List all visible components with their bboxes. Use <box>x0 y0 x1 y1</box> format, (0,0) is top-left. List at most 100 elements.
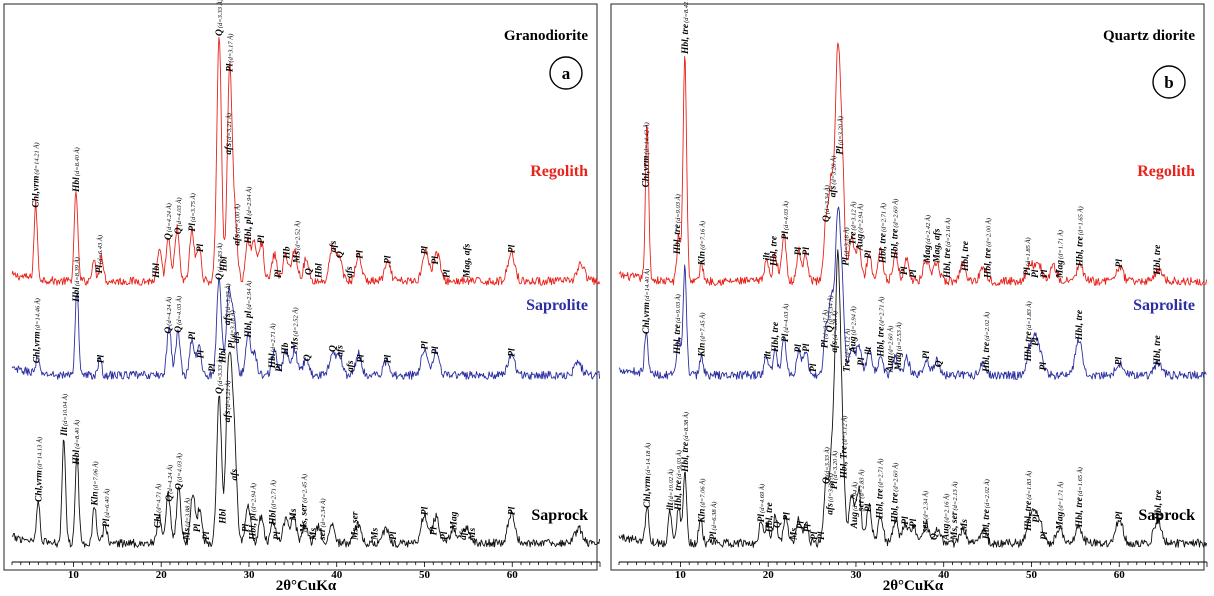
peak-label: Ms <box>289 508 299 521</box>
peak-label-mineral: Pl <box>1032 514 1042 523</box>
peak-label-mineral: Pl <box>431 256 441 265</box>
peak-label-mineral: Pl <box>804 524 814 533</box>
peak-label-mineral: afs <box>459 528 469 540</box>
peak-label-mineral: Ms, ser <box>350 511 360 541</box>
peak-label-dspacing: (d=1.83 Å) <box>1025 301 1033 330</box>
peak-label: Hb <box>283 246 293 259</box>
peak-label: Hbl, tre <box>1153 244 1163 276</box>
peak-label-mineral: Hbl, tre <box>982 341 992 373</box>
peak-label-mineral: Hbl <box>314 263 324 279</box>
peak-label-dspacing: (d=7.16 Å) <box>699 221 707 250</box>
peak-label-mineral: Pl <box>102 518 112 527</box>
peak-label: afs(d=3.21 Å) <box>224 113 234 155</box>
peak-label-mineral: Hbl, tre <box>891 228 901 260</box>
peak-label-mineral: Pl <box>507 244 517 253</box>
peak-label: Mag(d=1.71 Å) <box>1056 230 1066 279</box>
peak-label: afs <box>335 345 345 357</box>
peak-label: Pl(d=6.38 Å) <box>709 502 719 540</box>
peak-label-mineral: Hbl, tre <box>1154 489 1164 521</box>
peak-label: Pl <box>1115 511 1125 520</box>
peak-label: Pl <box>1031 269 1041 278</box>
series-name-label: Saprock <box>531 507 588 524</box>
peak-label-mineral: afs <box>345 266 355 278</box>
peak-label-mineral: Hbl <box>152 263 162 279</box>
x-tick-label: 40 <box>331 569 343 581</box>
peak-label: Hbl <box>314 263 324 279</box>
peak-label: Pl(d=3.18 Å) <box>227 310 237 348</box>
peak-label: Pl <box>442 269 452 278</box>
peak-label-mineral: Q <box>822 477 832 484</box>
peak-label-mineral: Q <box>773 521 783 528</box>
peak-label: Pl <box>783 512 793 521</box>
peak-label-mineral: Hbl, Tre <box>840 445 850 480</box>
peak-label-dspacing: (d=2.45 Å) <box>300 474 308 503</box>
peak-label-mineral: Pl <box>95 265 105 274</box>
peak-label-mineral: Pl <box>864 503 874 512</box>
peak-label-dspacing: (d=3.34 Å) <box>827 295 835 324</box>
peak-label: Pl <box>1040 269 1050 278</box>
peak-label-mineral: Hbl, tre <box>1076 236 1086 268</box>
peak-label-dspacing: (d=2.34 Å) <box>319 498 327 527</box>
peak-label: afs(d=3.28 Å) <box>826 473 836 515</box>
panel-letter: a <box>562 64 571 83</box>
peak-label: Ms <box>468 528 478 541</box>
peak-label-mineral: Pl <box>202 531 212 540</box>
peak-label-dspacing: (d=4.71 Å) <box>155 484 163 513</box>
peak-label: Q(d=3.33 Å) <box>215 0 225 36</box>
peak-label-dspacing: (d=2.02 Å) <box>983 312 991 341</box>
peak-label-dspacing: (d=10.02 Å) <box>667 469 675 501</box>
peak-label: Kln(d=7.45 Å) <box>698 313 708 358</box>
peak-label-mineral: afs <box>224 143 234 155</box>
peak-label-dspacing: (d=2.42 Å) <box>924 215 932 244</box>
series-line-regolith <box>618 42 1208 286</box>
peak-label-mineral: ilt <box>666 502 676 510</box>
peak-label-mineral: Pl <box>389 531 399 540</box>
peak-label-mineral: Pl <box>810 531 820 540</box>
peak-label-mineral: Hbl <box>219 348 229 364</box>
peak-label: Hbl, tre(d=1.83 Å) <box>1024 471 1034 532</box>
peak-label-dspacing: (d=2.94 Å) <box>849 306 857 335</box>
peak-label-mineral: Pl <box>709 531 719 540</box>
peak-label-dspacing: (d=2.60 Å) <box>886 326 894 355</box>
peak-label-mineral: Hbl, pl <box>249 513 259 541</box>
peak-label-mineral: Hbl <box>269 510 279 526</box>
peak-label: Q <box>305 268 315 275</box>
peak-label: Pl <box>257 235 267 244</box>
peak-label-mineral: Q <box>826 325 836 332</box>
peak-label-dspacing: (d=10.04 Å) <box>61 394 69 426</box>
peak-label: Ms <box>309 528 319 541</box>
peak-label-mineral: Hbl, tre <box>681 441 691 473</box>
peak-label-dspacing: (d=14.46 Å) <box>34 298 42 330</box>
peak-label: Hbl, tre(d=2.00 Å) <box>984 218 994 279</box>
series-line-saprock <box>11 351 601 548</box>
peak-label-mineral: Q <box>165 495 175 502</box>
peak-label: Tre(d=3.12 Å) <box>848 202 858 245</box>
peak-label-mineral: Pl <box>1039 362 1049 371</box>
peak-label: Hbl, tre <box>1154 489 1164 521</box>
peak-label: Hbl, tre(d=9.03 Å) <box>673 294 683 355</box>
peak-label-mineral: Ms <box>790 528 800 541</box>
peak-label: Hbl, tre <box>961 240 971 272</box>
peak-label-mineral: Pl <box>97 354 107 363</box>
peak-label-dspacing: (d=3.20 Å) <box>831 451 839 480</box>
peak-label: Aug(d=2.60 Å) <box>885 326 895 373</box>
peak-label-mineral: Q <box>215 29 225 36</box>
peak-label-mineral: Chl,vrm <box>33 331 43 363</box>
peak-label-dspacing: (d=14.42 Å) <box>642 122 650 154</box>
peak-label-dspacing: (d=9.03 Å) <box>675 450 683 479</box>
peak-label-mineral: ilt <box>763 351 773 359</box>
peak-label-mineral: Hbl, tre <box>674 479 684 511</box>
peak-label-dspacing: (d=7.06 Å) <box>699 479 707 508</box>
peak-label-dspacing: (d=4.03 Å) <box>782 201 790 230</box>
peak-label-dspacing: (d=14.40 Å) <box>643 269 651 301</box>
peak-label-mineral: Pl <box>257 235 267 244</box>
peak-label-dspacing: (d=1.85 Å) <box>1024 237 1032 266</box>
peak-label-dspacing: (d=3.12 Å) <box>843 329 851 358</box>
peak-label-dspacing: (d=2.71 Å) <box>879 203 887 232</box>
peak-label: Pl <box>817 531 827 540</box>
peak-label: ser(d=2.83 Å) <box>856 470 866 513</box>
peak-label-mineral: Pl <box>356 354 366 363</box>
peak-label: Hbl, tre(d=2.60 Å) <box>891 199 901 260</box>
peak-label: Pl <box>421 341 431 350</box>
peak-label-dspacing: (d=2.71 Å) <box>877 459 885 488</box>
